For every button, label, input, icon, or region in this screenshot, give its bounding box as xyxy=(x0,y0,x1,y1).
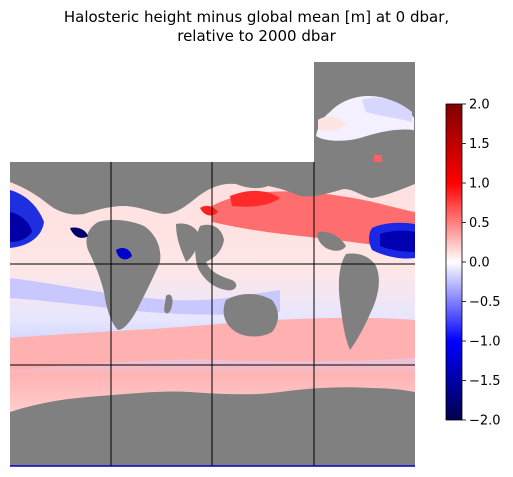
figure-title-line-2: relative to 2000 dbar xyxy=(177,27,336,45)
colorbar: 2.0 1.5 1.0 0.5 0.0 −0.5 −1.0 −1.5 −2.0 xyxy=(445,98,501,429)
india-land xyxy=(176,223,200,262)
north-pacific-peak xyxy=(230,190,280,207)
colorbar-tick-label: −1.0 xyxy=(469,335,501,350)
figure-title-line-1: Halosteric height minus global mean [m] … xyxy=(63,8,450,26)
colorbar-tick-label: 2.0 xyxy=(469,98,490,113)
southeast-asia-land xyxy=(195,224,237,291)
colorbar-tick-label: 0.0 xyxy=(469,256,490,271)
africa-land xyxy=(86,219,161,330)
colorbar-tick-label: −2.0 xyxy=(469,414,501,429)
figure-title: Halosteric height minus global mean [m] … xyxy=(0,8,513,46)
marginal-sea-salty xyxy=(200,205,218,216)
colorbar-tick-label: −0.5 xyxy=(469,295,501,310)
arctic-tile xyxy=(314,62,415,162)
colorbar-tick-label: 0.5 xyxy=(469,216,490,231)
arctic-salty-patch xyxy=(318,116,346,132)
colorbar-tick-label: −1.5 xyxy=(469,374,501,389)
madagascar-land xyxy=(164,294,173,314)
colorbar-tick-label: 1.5 xyxy=(469,137,490,152)
arctic-fresh-water xyxy=(362,97,412,122)
west-atlantic-deep-fresh xyxy=(10,212,32,242)
colorbar-gradient xyxy=(445,103,463,421)
east-atlantic-deep-fresh xyxy=(380,230,415,252)
arctic-red-spot xyxy=(374,155,382,162)
colorbar-tick-label: 1.0 xyxy=(469,177,490,192)
south-america-land xyxy=(338,253,379,350)
red-sea-region xyxy=(70,227,88,238)
central-america-land xyxy=(317,231,346,251)
map-grid xyxy=(10,162,415,466)
ocean-map xyxy=(10,162,415,467)
colorbar-ticks: 2.0 1.5 1.0 0.5 0.0 −0.5 −1.0 −1.5 −2.0 xyxy=(462,98,501,429)
australia-land xyxy=(223,294,278,337)
gulf-of-guinea-fresh xyxy=(116,248,132,260)
